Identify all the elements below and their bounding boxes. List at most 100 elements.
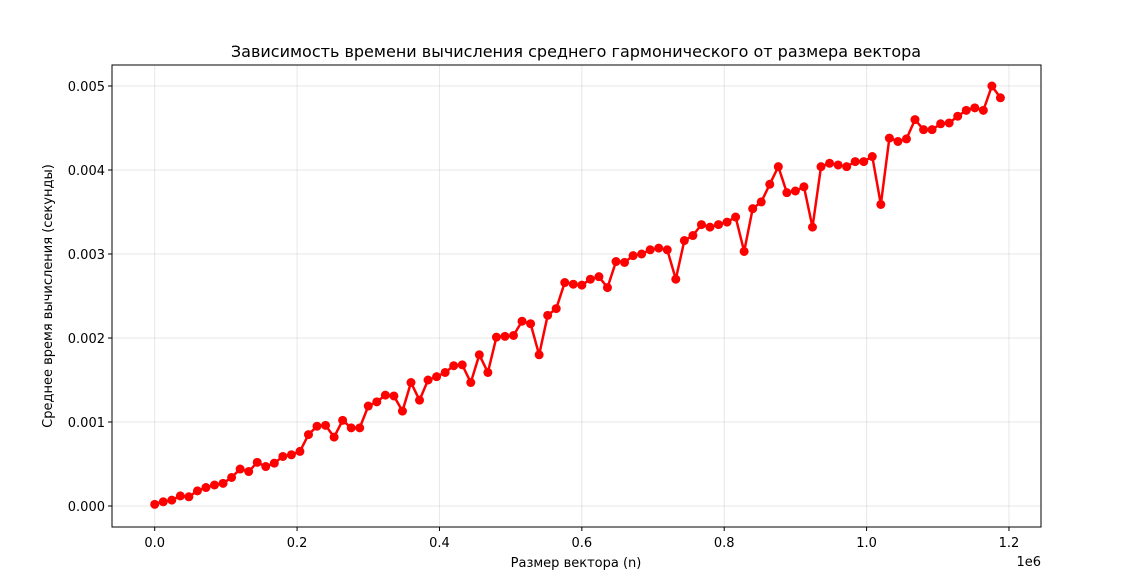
data-point (662, 245, 672, 255)
data-point (432, 372, 442, 382)
data-point (551, 304, 561, 314)
y-tick-label: 0.000 (68, 500, 105, 515)
data-point (372, 397, 382, 407)
data-point (543, 310, 553, 320)
data-point (756, 197, 766, 207)
data-point (363, 401, 373, 411)
data-point (884, 133, 894, 143)
data-point (637, 249, 647, 259)
data-point (201, 483, 211, 493)
data-point (346, 423, 356, 433)
data-point (406, 378, 416, 388)
data-point (876, 199, 886, 209)
y-tick-label: 0.004 (68, 164, 105, 179)
data-point (423, 375, 433, 385)
data-point (210, 480, 220, 490)
x-tick-label: 0.4 (429, 536, 450, 551)
data-point (628, 251, 638, 261)
series-line-group (150, 81, 1005, 509)
data-point (568, 279, 578, 289)
data-point (329, 432, 339, 442)
y-tick-label: 0.005 (68, 80, 105, 95)
data-point (338, 415, 348, 425)
data-point (944, 118, 954, 128)
x-offset-text: 1e6 (1016, 555, 1041, 570)
data-point (833, 160, 843, 170)
data-point (773, 162, 783, 172)
data-point (859, 157, 869, 167)
data-point (731, 212, 741, 222)
data-point (620, 257, 630, 267)
data-point (816, 162, 826, 172)
data-point (978, 105, 988, 115)
data-point (654, 243, 664, 253)
data-point (389, 391, 399, 401)
data-point (987, 81, 997, 91)
data-point (688, 231, 698, 241)
x-tick-label: 0.0 (144, 536, 165, 551)
data-point (321, 420, 331, 430)
data-point (466, 378, 476, 388)
y-tick-label: 0.003 (68, 248, 105, 263)
data-point (474, 350, 484, 360)
x-tick-label: 1.2 (999, 536, 1020, 551)
x-tick-label: 1.0 (856, 536, 877, 551)
data-point (517, 316, 527, 326)
data-point (167, 495, 177, 505)
data-point (158, 497, 168, 507)
data-point (440, 367, 450, 377)
x-tick-label: 0.2 (287, 536, 308, 551)
data-point (397, 406, 407, 416)
data-point (227, 472, 237, 482)
y-tick-label: 0.001 (68, 416, 105, 431)
x-axis-label: Размер вектора (n) (511, 556, 642, 571)
data-point (500, 331, 510, 341)
data-point (312, 421, 322, 431)
data-point (602, 283, 612, 293)
data-point (961, 105, 971, 115)
data-point (901, 134, 911, 144)
data-point (893, 136, 903, 146)
data-point (799, 182, 809, 192)
data-point (252, 457, 262, 467)
data-point (611, 257, 621, 267)
data-point (919, 125, 929, 135)
data-point (534, 350, 544, 360)
data-point (782, 188, 792, 198)
data-point (235, 464, 245, 474)
data-point (560, 278, 570, 288)
data-point (295, 446, 305, 456)
data-point (483, 367, 493, 377)
data-point (807, 222, 817, 232)
data-point (739, 246, 749, 256)
data-point (457, 360, 467, 370)
plot-frame (111, 64, 1042, 528)
data-point (261, 462, 271, 472)
data-point (705, 222, 715, 232)
data-point (303, 430, 313, 440)
data-point (526, 319, 536, 329)
data-point (825, 158, 835, 168)
data-point (269, 458, 279, 468)
data-point (765, 179, 775, 189)
y-axis: 0.000 0.001 0.002 0.003 0.004 0.005 (68, 80, 112, 515)
data-point (850, 157, 860, 167)
data-point (748, 204, 758, 214)
data-point (415, 395, 425, 405)
data-point (995, 93, 1005, 103)
data-point (645, 245, 655, 255)
y-tick-label: 0.002 (68, 332, 105, 347)
data-point (679, 236, 689, 246)
data-point (594, 272, 604, 282)
data-point (244, 467, 254, 477)
data-point (355, 423, 365, 433)
data-point (970, 103, 980, 113)
data-point (927, 125, 937, 135)
data-point (842, 162, 852, 172)
data-point (175, 491, 185, 501)
chart-title: Зависимость времени вычисления среднего … (231, 42, 921, 61)
data-point (714, 220, 724, 230)
data-point (192, 486, 202, 496)
data-point (491, 332, 501, 342)
